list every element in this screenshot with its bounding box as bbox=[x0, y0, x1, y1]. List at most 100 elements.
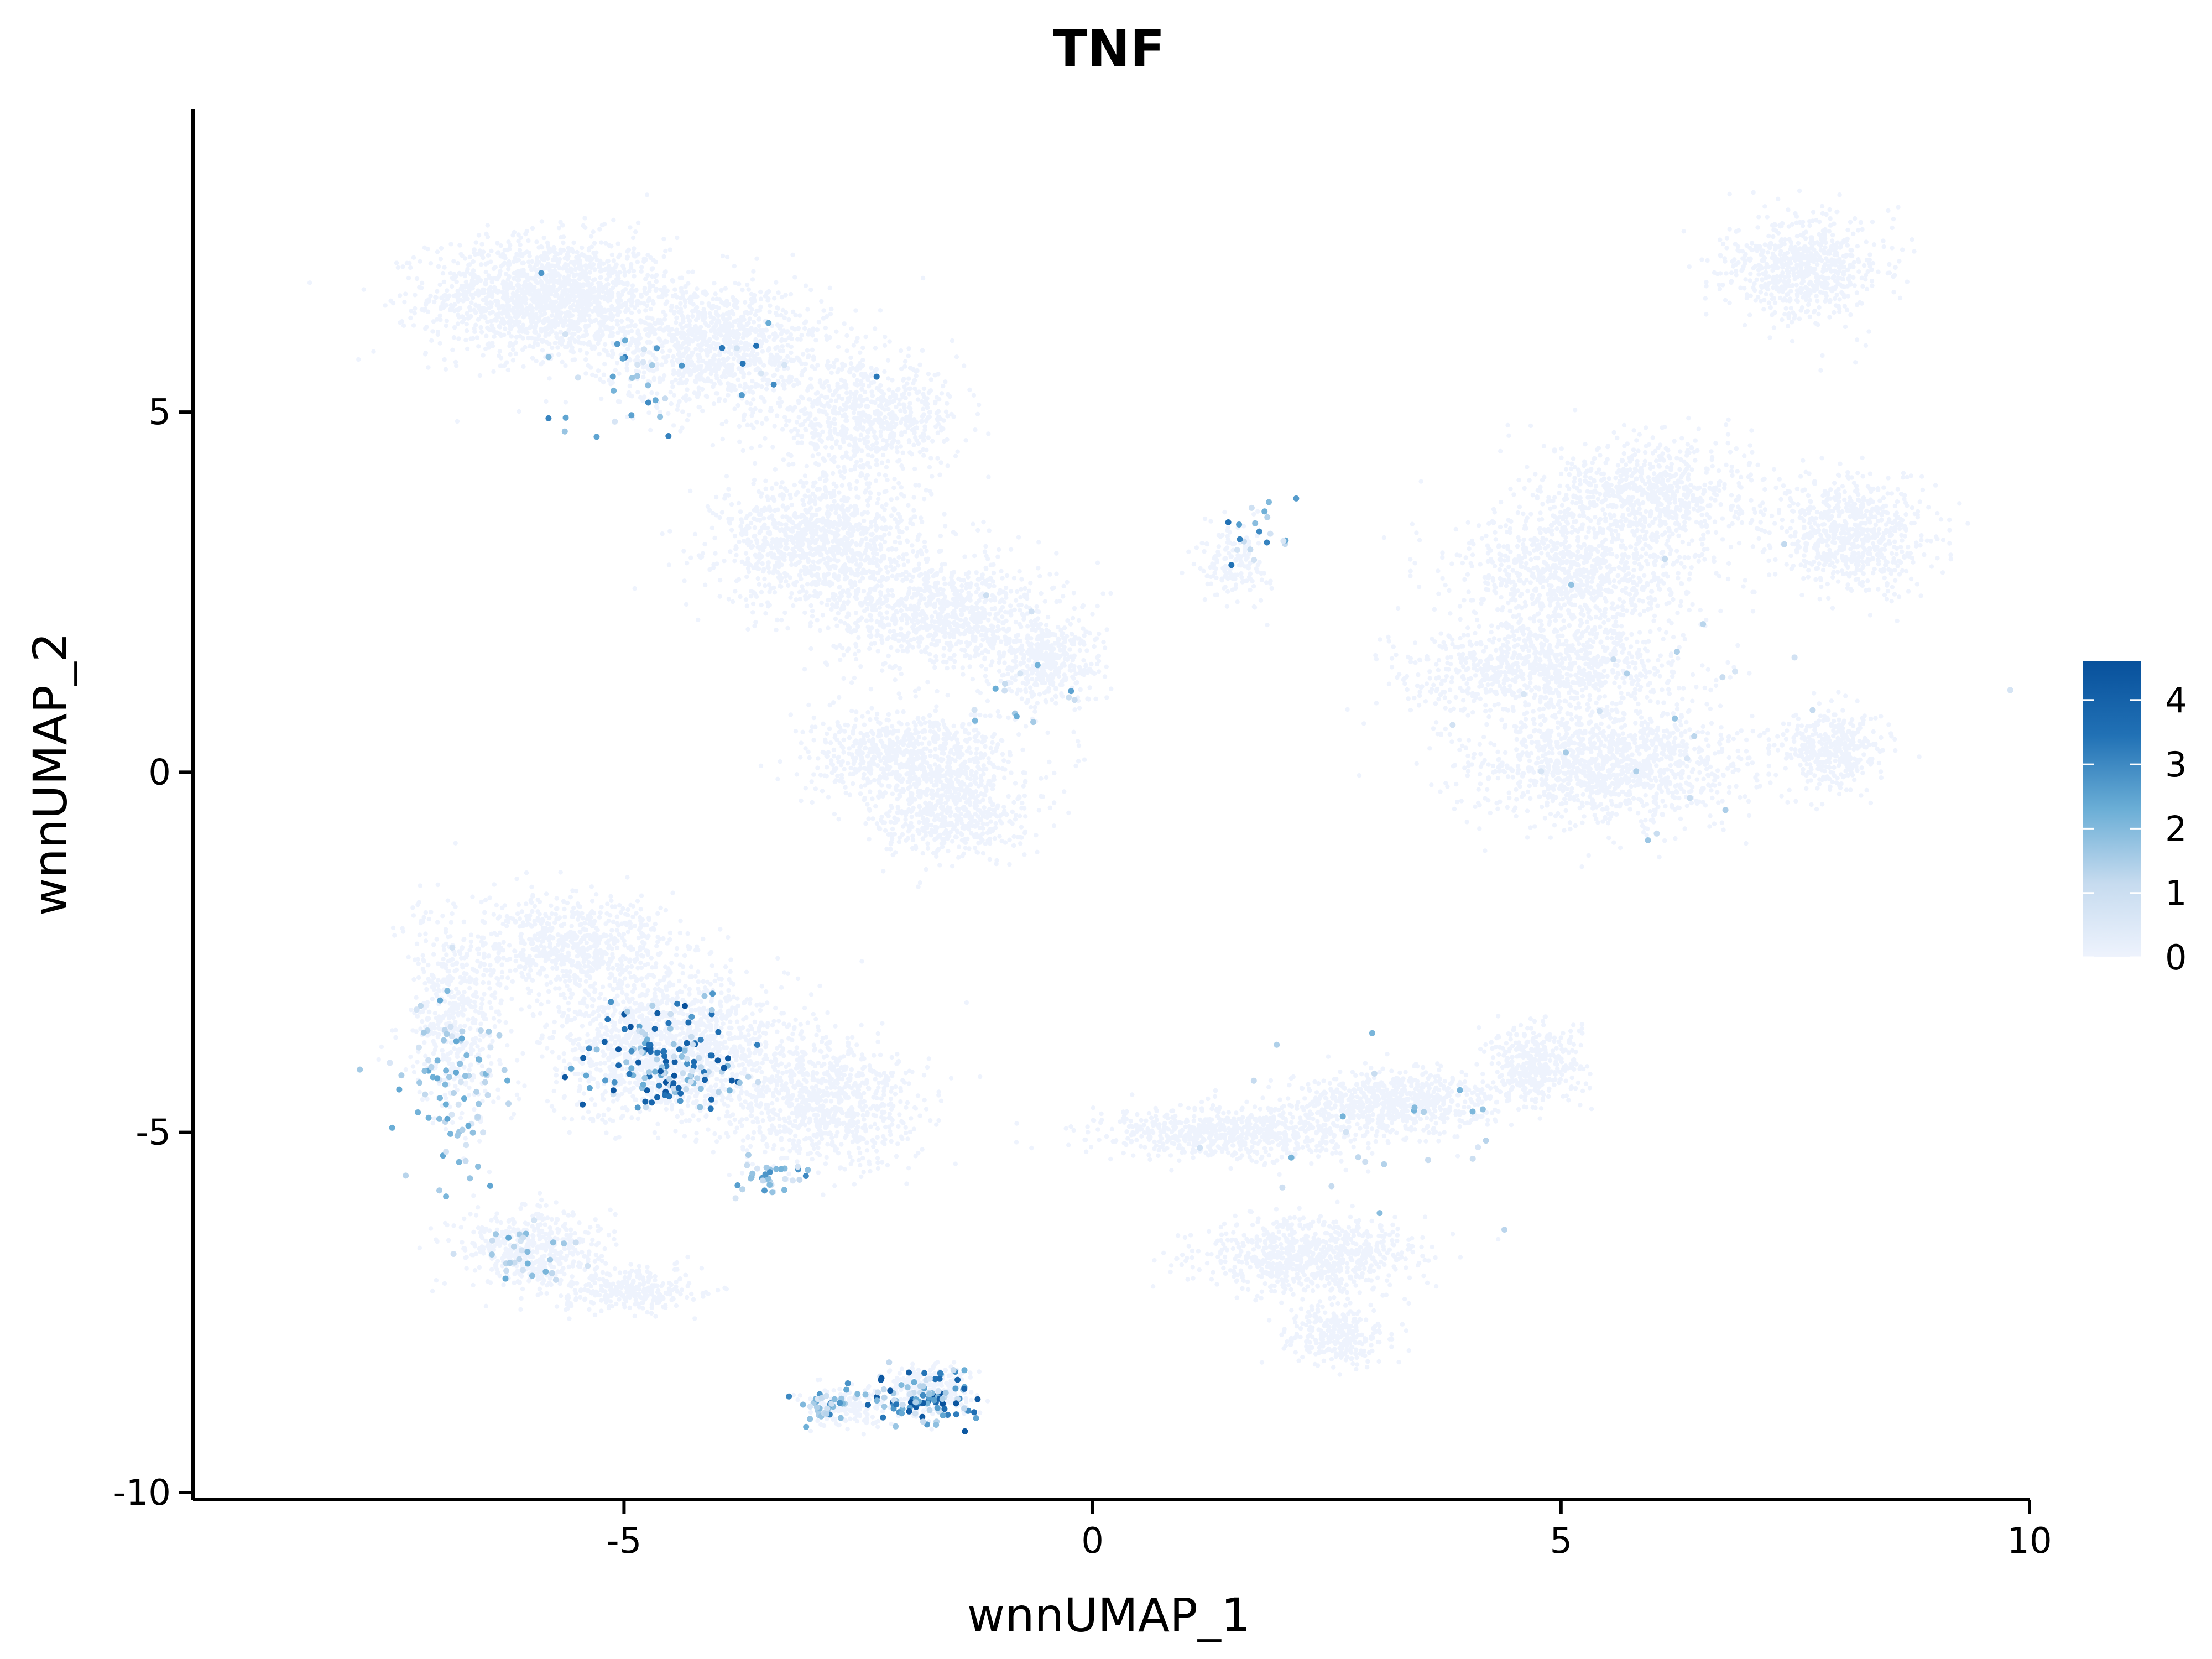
cell-point-3 bbox=[857, 521, 862, 527]
cell-point-0 bbox=[495, 250, 501, 255]
cell-point-2 bbox=[813, 416, 818, 422]
cell-point-3 bbox=[702, 541, 707, 547]
cell-point-2 bbox=[839, 455, 845, 460]
cell-point-3 bbox=[738, 531, 744, 536]
cell-point-4 bbox=[853, 611, 859, 615]
cell-point-4 bbox=[1065, 580, 1070, 585]
cell-point-0 bbox=[542, 286, 547, 291]
cell-point-0 bbox=[563, 311, 568, 316]
cell-point-3 bbox=[817, 551, 822, 556]
cell-point-2 bbox=[822, 458, 827, 463]
cell-point-2 bbox=[853, 426, 858, 431]
cell-point-4 bbox=[911, 586, 917, 591]
cell-point-0 bbox=[563, 318, 568, 323]
cell-point-1 bbox=[742, 385, 747, 390]
cell-point-0 bbox=[402, 300, 407, 305]
cell-point-1 bbox=[783, 310, 789, 315]
cell-point-1 bbox=[791, 383, 796, 388]
cell-point-3 bbox=[860, 525, 865, 530]
cell-point-3 bbox=[831, 546, 836, 551]
cell-point-2 bbox=[817, 476, 823, 481]
cell-point-1 bbox=[828, 311, 833, 317]
cell-point-2 bbox=[843, 418, 848, 423]
cell-point-2 bbox=[763, 436, 768, 441]
cell-point-2 bbox=[878, 429, 884, 434]
cell-point-2 bbox=[799, 394, 804, 399]
cell-point-0 bbox=[650, 299, 655, 304]
cell-point-3 bbox=[667, 529, 672, 534]
cell-point-4 bbox=[1016, 535, 1021, 540]
cell-point-3 bbox=[750, 601, 756, 607]
cell-point-3 bbox=[819, 600, 824, 606]
cell-point-1 bbox=[753, 329, 758, 335]
cell-point-0 bbox=[564, 268, 570, 273]
cell-point-1 bbox=[668, 390, 673, 395]
cell-point-2 bbox=[865, 452, 871, 458]
cell-point-0 bbox=[476, 303, 482, 309]
cell-point-0 bbox=[635, 259, 640, 264]
cell-point-4 bbox=[978, 643, 984, 648]
cell-point-1 bbox=[750, 378, 755, 384]
cell-point-1 bbox=[745, 363, 750, 368]
cell-point-0 bbox=[482, 306, 487, 311]
cell-point-0 bbox=[566, 246, 571, 251]
cell-point-1 bbox=[592, 333, 597, 338]
cell-point-4 bbox=[988, 598, 993, 603]
cell-point-2 bbox=[873, 346, 878, 351]
cell-point-3 bbox=[751, 516, 757, 521]
cell-point-0 bbox=[455, 419, 460, 424]
cell-point-2 bbox=[933, 424, 938, 429]
cell-point-3 bbox=[717, 594, 722, 599]
cell-point-3 bbox=[736, 577, 742, 582]
cell-point-3 bbox=[922, 539, 927, 545]
cell-point-2 bbox=[841, 413, 846, 418]
cell-point-1 bbox=[646, 350, 651, 355]
cell-point-1 bbox=[786, 317, 791, 322]
cell-point-0 bbox=[455, 260, 461, 266]
cell-point-0 bbox=[491, 326, 496, 331]
cell-point-4 bbox=[981, 519, 986, 525]
cell-point-3 bbox=[820, 516, 826, 521]
cell-point-3 bbox=[832, 520, 837, 525]
cell-point-0 bbox=[436, 264, 441, 269]
cell-point-2 bbox=[833, 411, 839, 416]
cell-point-4 bbox=[880, 575, 885, 580]
cell-point-2 bbox=[726, 371, 731, 376]
cell-point-0 bbox=[625, 317, 630, 322]
cell-point-2 bbox=[794, 377, 799, 383]
cell-point-0 bbox=[500, 304, 505, 309]
cell-point-0 bbox=[546, 332, 551, 337]
cell-point-2 bbox=[903, 395, 908, 400]
cell-point-4 bbox=[763, 611, 768, 616]
cell-point-0 bbox=[507, 316, 513, 321]
cell-point-2 bbox=[907, 401, 912, 406]
cell-point-3 bbox=[789, 502, 794, 508]
cell-point-0 bbox=[489, 294, 495, 299]
cell-point-2 bbox=[851, 343, 857, 348]
cell-point-0 bbox=[557, 273, 562, 278]
cell-point-0 bbox=[472, 280, 478, 285]
cell-point-3 bbox=[765, 530, 771, 535]
cell-point-0 bbox=[477, 373, 483, 378]
cell-point-1 bbox=[792, 275, 797, 280]
cell-point-1 bbox=[628, 323, 633, 328]
cell-point-4 bbox=[983, 544, 988, 549]
cell-point-0 bbox=[528, 281, 533, 287]
cell-point-4 bbox=[904, 597, 909, 602]
cell-point-0 bbox=[485, 223, 490, 228]
cell-point-3 bbox=[692, 531, 698, 536]
cell-point-1 bbox=[795, 337, 800, 342]
cell-point-1 bbox=[670, 278, 675, 283]
cell-point-0 bbox=[572, 260, 577, 265]
cell-point-3 bbox=[723, 493, 728, 498]
cell-point-0 bbox=[521, 283, 526, 288]
cell-point-3 bbox=[705, 504, 711, 509]
cell-point-3 bbox=[896, 563, 901, 568]
cell-point-0 bbox=[584, 351, 589, 356]
cell-point-0 bbox=[585, 324, 590, 329]
cell-point-0 bbox=[644, 291, 649, 296]
cell-point-1 bbox=[780, 344, 785, 349]
cell-point-4 bbox=[1037, 573, 1042, 579]
cell-point-3 bbox=[938, 533, 943, 539]
cell-point-2 bbox=[906, 346, 911, 351]
